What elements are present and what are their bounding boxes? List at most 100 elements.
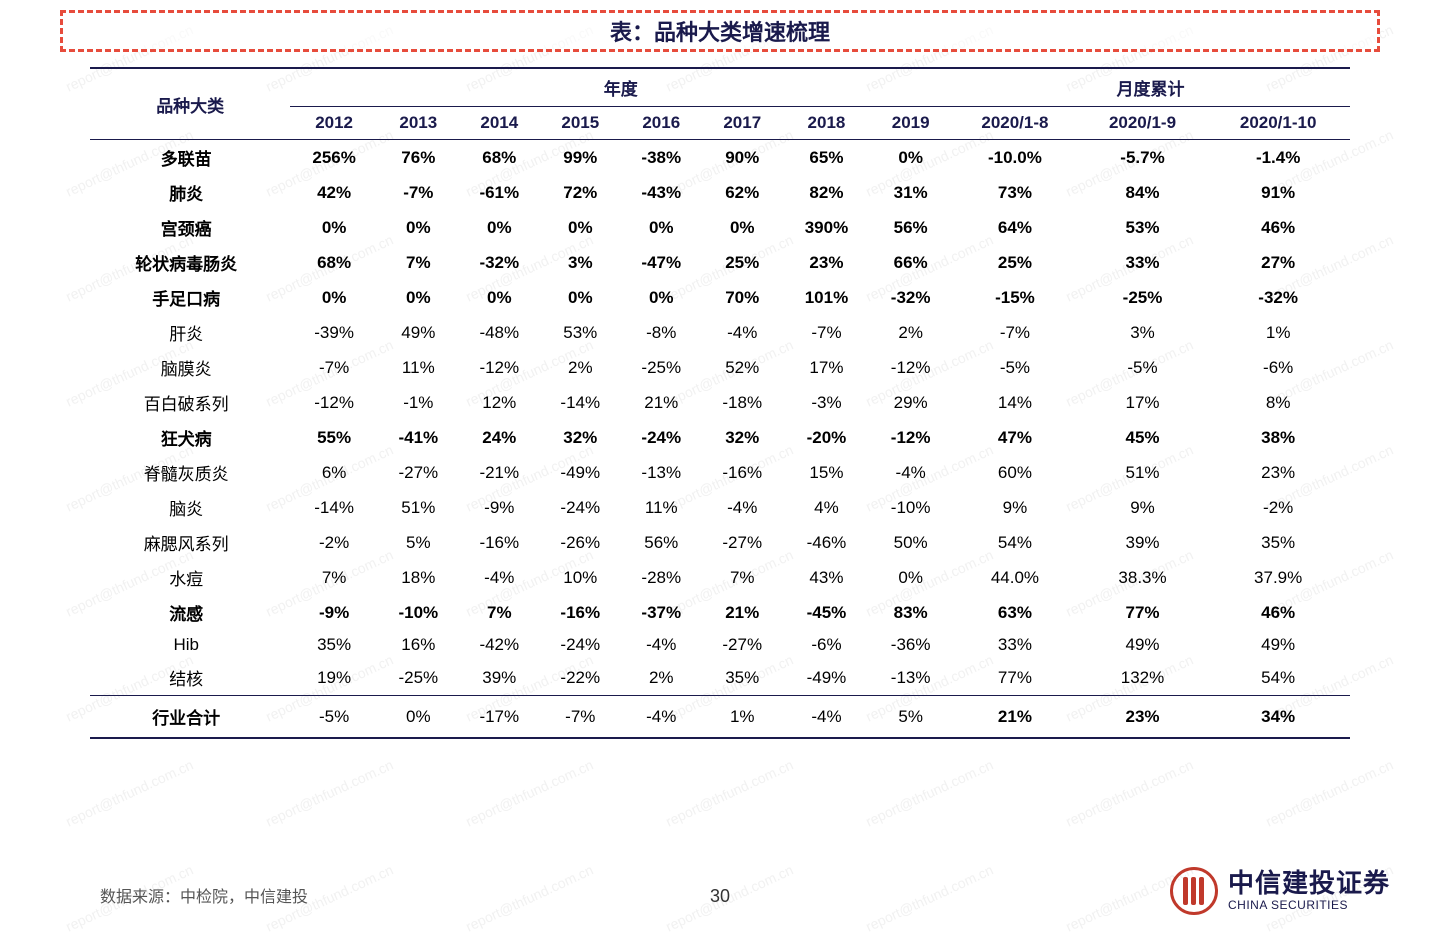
table-row: 流感-9%-10%7%-16%-37%21%-45%83%63%77%46%	[90, 595, 1350, 630]
table-cell: -6%	[1206, 350, 1350, 385]
col-year: 2018	[783, 107, 870, 140]
col-year: 2016	[621, 107, 702, 140]
table-cell: -5%	[951, 350, 1079, 385]
table-cell: -2%	[1206, 490, 1350, 525]
table-cell: -39%	[290, 315, 377, 350]
col-group-yearly: 年度	[290, 68, 951, 107]
table-cell: -16%	[702, 455, 783, 490]
table-cell: -37%	[621, 595, 702, 630]
table-row: 水痘7%18%-4%10%-28%7%43%0%44.0%38.3%37.9%	[90, 560, 1350, 595]
table-cell: 66%	[870, 245, 951, 280]
table-cell: -27%	[378, 455, 459, 490]
table-cell: 77%	[1079, 595, 1207, 630]
row-label: 宫颈癌	[90, 210, 290, 245]
table-cell: -24%	[621, 420, 702, 455]
table-cell: -5.7%	[1079, 140, 1207, 176]
table-cell: 64%	[951, 210, 1079, 245]
table-cell: -26%	[540, 525, 621, 560]
row-label: 多联苗	[90, 140, 290, 176]
table-cell: -12%	[870, 420, 951, 455]
table-cell: 23%	[783, 245, 870, 280]
table-cell: -20%	[783, 420, 870, 455]
table-cell: 39%	[1079, 525, 1207, 560]
table-cell: 256%	[290, 140, 377, 176]
table-cell: 7%	[378, 245, 459, 280]
table-cell: 44.0%	[951, 560, 1079, 595]
table-cell: 7%	[702, 560, 783, 595]
table-cell: 29%	[870, 385, 951, 420]
table-cell: 11%	[378, 350, 459, 385]
table-cell: -42%	[459, 630, 540, 660]
row-label: 脑炎	[90, 490, 290, 525]
table-cell: 0%	[459, 210, 540, 245]
table-cell: -25%	[621, 350, 702, 385]
table-title: 表：品种大类增速梳理	[610, 20, 830, 45]
table-cell: 19%	[290, 660, 377, 696]
table-cell: -13%	[621, 455, 702, 490]
table-cell: 0%	[621, 210, 702, 245]
table-row: 脊髓灰质炎6%-27%-21%-49%-13%-16%15%-4%60%51%2…	[90, 455, 1350, 490]
table-cell: -14%	[540, 385, 621, 420]
watermark: report@thfund.com.cn	[1263, 756, 1395, 829]
watermark: report@thfund.com.cn	[463, 756, 595, 829]
col-year: 2019	[870, 107, 951, 140]
table-cell: 56%	[870, 210, 951, 245]
watermark: report@thfund.com.cn	[63, 756, 195, 829]
table-row: 麻腮风系列-2%5%-16%-26%56%-27%-46%50%54%39%35…	[90, 525, 1350, 560]
table-cell: 55%	[290, 420, 377, 455]
col-label: 品种大类	[90, 68, 290, 140]
table-cell: -4%	[783, 696, 870, 739]
logo-icon	[1170, 867, 1218, 915]
watermark: report@thfund.com.cn	[1063, 756, 1195, 829]
table-cell: -10.0%	[951, 140, 1079, 176]
table-cell: -49%	[540, 455, 621, 490]
table-cell: 35%	[702, 660, 783, 696]
table-cell: 46%	[1206, 210, 1350, 245]
table-cell: -3%	[783, 385, 870, 420]
table-cell: 82%	[783, 175, 870, 210]
table-cell: 72%	[540, 175, 621, 210]
table-cell: 6%	[290, 455, 377, 490]
table-cell: 0%	[621, 280, 702, 315]
table-cell: 21%	[951, 696, 1079, 739]
table-row: 肝炎-39%49%-48%53%-8%-4%-7%2%-7%3%1%	[90, 315, 1350, 350]
table-cell: -24%	[540, 630, 621, 660]
table-cell: -12%	[459, 350, 540, 385]
table-cell: 54%	[951, 525, 1079, 560]
data-table-container: 品种大类 年度 月度累计 201220132014201520162017201…	[90, 67, 1350, 739]
page-number: 30	[710, 886, 730, 907]
table-cell: 3%	[1079, 315, 1207, 350]
table-title-bar: 表：品种大类增速梳理	[60, 10, 1380, 52]
table-cell: 0%	[870, 560, 951, 595]
table-cell: 62%	[702, 175, 783, 210]
table-cell: -12%	[290, 385, 377, 420]
table-cell: 47%	[951, 420, 1079, 455]
table-cell: 101%	[783, 280, 870, 315]
table-cell: 33%	[951, 630, 1079, 660]
table-cell: 0%	[378, 280, 459, 315]
table-cell: 27%	[1206, 245, 1350, 280]
table-cell: 15%	[783, 455, 870, 490]
row-label: 麻腮风系列	[90, 525, 290, 560]
table-cell: 17%	[783, 350, 870, 385]
table-cell: 0%	[290, 210, 377, 245]
row-label: 脊髓灰质炎	[90, 455, 290, 490]
data-source: 数据来源：中检院，中信建投	[100, 883, 308, 907]
table-cell: -25%	[1079, 280, 1207, 315]
table-cell: 18%	[378, 560, 459, 595]
table-cell: 65%	[783, 140, 870, 176]
watermark: report@thfund.com.cn	[263, 756, 395, 829]
table-cell: 2%	[870, 315, 951, 350]
row-label: 狂犬病	[90, 420, 290, 455]
table-cell: -4%	[621, 696, 702, 739]
table-cell: 49%	[1206, 630, 1350, 660]
table-cell: -9%	[290, 595, 377, 630]
table-cell: 68%	[290, 245, 377, 280]
table-cell: 39%	[459, 660, 540, 696]
table-cell: 46%	[1206, 595, 1350, 630]
table-cell: 51%	[378, 490, 459, 525]
table-cell: 23%	[1206, 455, 1350, 490]
table-cell: 0%	[290, 280, 377, 315]
table-cell: -7%	[540, 696, 621, 739]
table-cell: 23%	[1079, 696, 1207, 739]
